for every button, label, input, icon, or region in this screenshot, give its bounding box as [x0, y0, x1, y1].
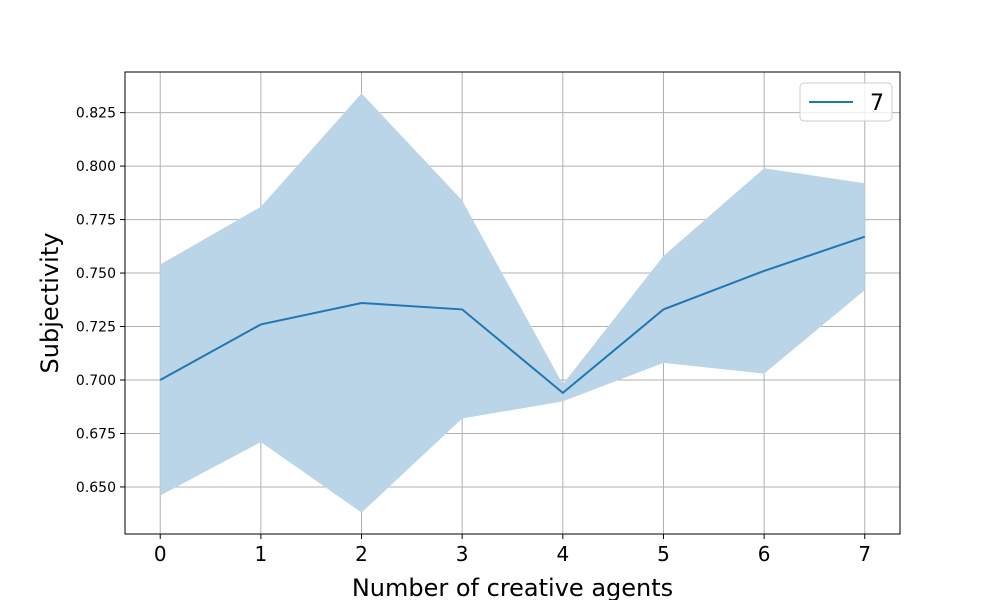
band-area-series-0 [160, 93, 865, 513]
x-tick-label: 0 [154, 542, 167, 566]
y-tick-label: 0.775 [76, 213, 116, 229]
series-line-0 [159, 235, 866, 395]
x-axis-label: Number of creative agents [352, 574, 673, 600]
y-axis-ticks: 0.650 0.675 0.700 0.725 0.750 0.775 0.800 0.825 [76, 106, 125, 496]
y-tick-label: 0.675 [76, 426, 116, 442]
y-tick-label: 0.650 [76, 480, 116, 496]
y-tick-label: 0.750 [76, 266, 116, 282]
y-axis-label: Subjectivity [36, 233, 64, 374]
plot-frame [124, 71, 901, 535]
legend: 7 [799, 82, 893, 122]
confidence-band [160, 93, 865, 513]
series-lines [159, 235, 866, 395]
y-tick-label: 0.800 [76, 159, 116, 175]
legend-label: 7 [870, 91, 884, 116]
x-tick-label: 5 [657, 542, 670, 566]
x-tick-label: 6 [758, 542, 771, 566]
y-tick-label: 0.725 [76, 320, 116, 336]
x-tick-label: 1 [255, 542, 268, 566]
y-tick-label: 0.700 [76, 373, 116, 389]
y-tick-label: 0.825 [76, 106, 116, 122]
x-tick-label: 3 [456, 542, 469, 566]
x-tick-label: 2 [355, 542, 368, 566]
x-tick-label: 4 [556, 542, 569, 566]
x-tick-label: 7 [858, 542, 871, 566]
x-axis-ticks: 0 1 2 3 4 5 6 7 [154, 534, 871, 566]
